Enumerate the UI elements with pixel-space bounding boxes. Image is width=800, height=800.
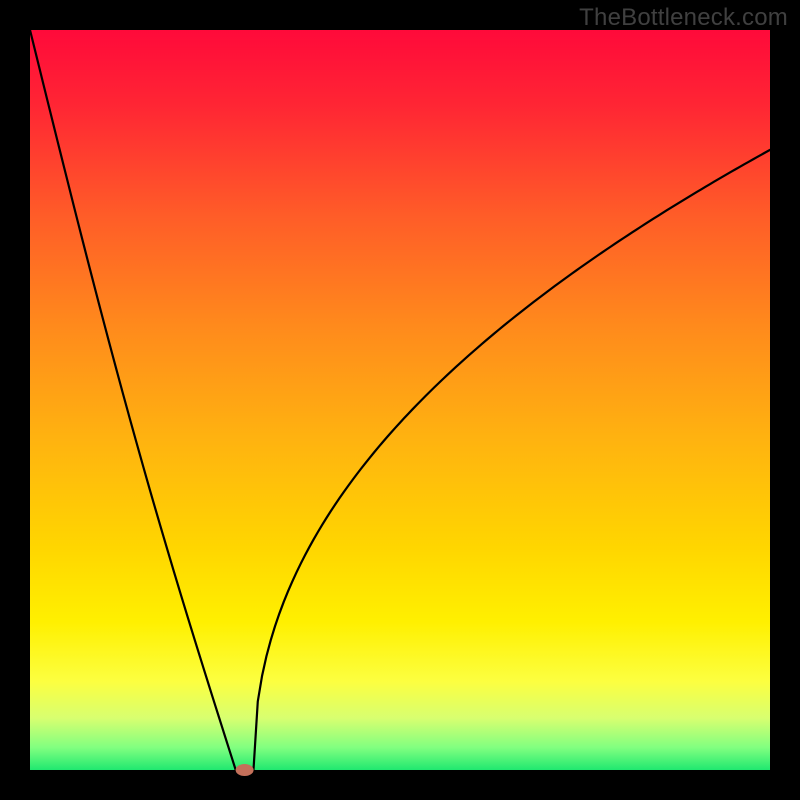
plot-background [30, 30, 770, 770]
bottleneck-chart [0, 0, 800, 800]
chart-container: TheBottleneck.com [0, 0, 800, 800]
minimum-marker [236, 764, 254, 776]
watermark-text: TheBottleneck.com [579, 4, 788, 32]
